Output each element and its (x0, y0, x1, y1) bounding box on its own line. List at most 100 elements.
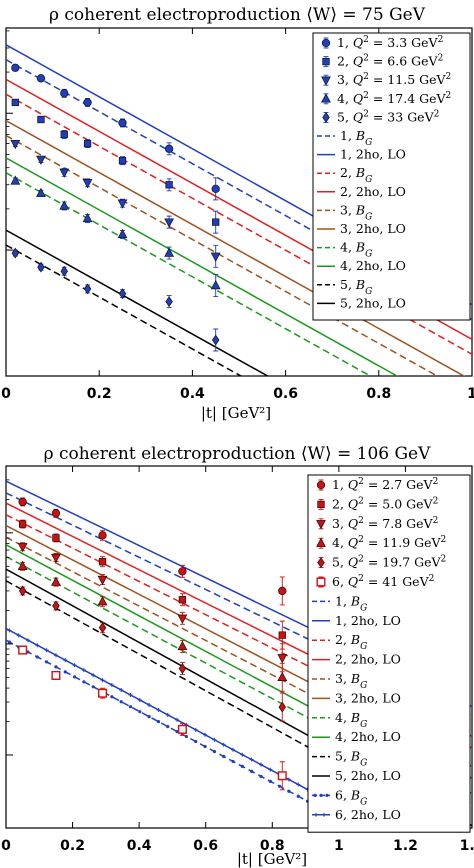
legend-label-series-5: 5, Q2 = 19.7 GeV2 (332, 555, 446, 570)
data-point-series-1 (51, 509, 61, 518)
legend-label-series-1: 1, Q2 = 3.3 GeV2 (337, 35, 443, 50)
legend-label-4-b-g: 4, BG (335, 710, 367, 730)
legend-marker-series-4 (321, 93, 331, 103)
data-point-series-4 (97, 596, 108, 606)
model-line-marker (81, 668, 86, 673)
model-line-marker (165, 712, 170, 717)
data-point-series-3 (36, 155, 46, 165)
data-point-series-3 (277, 654, 288, 664)
model-line-marker (35, 643, 40, 648)
model-line-marker (240, 752, 245, 757)
data-point-series-4 (117, 228, 128, 239)
data-point-series-3 (17, 543, 28, 553)
legend-line-marker (313, 793, 317, 798)
legend-label-series-5: 5, Q2 = 33 GeV2 (337, 109, 439, 124)
panel-2-legend: 1, Q2 = 2.7 GeV2 2, Q2 = 5.0 GeV2 3, Q2 = … (307, 474, 471, 833)
legend-label-5-2ho-lo: 5, 2ho, LO (335, 768, 401, 783)
model-line-marker (25, 638, 30, 643)
legend-label-4-2ho-lo: 4, 2ho, LO (340, 258, 406, 273)
panel-1-title: ρ coherent electroproduction ⟨W⟩ = 75 Ge… (49, 5, 426, 25)
data-point-series-1 (83, 98, 92, 107)
model-line-5-2ho-lo (6, 229, 270, 376)
data-point-series-2 (98, 558, 107, 566)
legend-marker-series-1 (316, 480, 326, 490)
legend-label-5-2ho-lo: 5, 2ho, LO (340, 295, 406, 310)
data-point-series-2 (37, 115, 45, 124)
data-point-series-2 (118, 157, 127, 165)
panel-2: ρ coherent electroproduction ⟨W⟩ = 106 G… (1, 444, 474, 868)
data-point-series-3 (51, 553, 61, 564)
data-point-series-2 (18, 520, 27, 528)
x-tick-label: 0.2 (60, 838, 85, 854)
model-line-marker (128, 693, 133, 697)
model-line-marker (389, 832, 393, 836)
legend-label-2-2ho-lo: 2, 2ho, LO (340, 184, 406, 199)
x-tick-label: 0.2 (87, 386, 112, 402)
legend-label-1-2ho-lo: 1, 2ho, LO (340, 147, 406, 162)
data-point-series-1 (36, 74, 46, 83)
data-point-series-1 (178, 567, 187, 576)
data-point-series-4 (210, 280, 221, 290)
model-line-marker (212, 749, 216, 754)
model-line-marker (296, 782, 301, 787)
data-point-series-1 (278, 586, 287, 596)
x-tick-label: 1 (467, 386, 474, 402)
data-point-series-5 (165, 296, 173, 307)
data-point-series-2 (178, 596, 187, 604)
x-tick-label: 1.4 (460, 838, 474, 854)
model-line-marker (259, 774, 263, 778)
data-point-series-4 (277, 671, 288, 681)
data-point-series-3 (164, 218, 174, 228)
data-point-series-4 (17, 560, 28, 570)
model-line-marker (72, 663, 77, 668)
x-tick-label: 0.4 (180, 386, 205, 402)
data-point-series-5 (211, 334, 220, 346)
model-line-marker (91, 685, 95, 689)
legend-line-marker (314, 812, 318, 817)
data-point-series-4 (36, 187, 46, 197)
data-point-series-6 (177, 724, 187, 734)
model-line-marker (16, 633, 21, 638)
data-point-series-5 (52, 600, 60, 612)
legend-label-3-2ho-lo: 3, 2ho, LO (340, 221, 406, 236)
x-tick-label: 0 (1, 838, 11, 854)
model-line-marker (250, 769, 254, 773)
panel-1-frame (5, 27, 473, 377)
model-line-marker (268, 767, 273, 772)
model-line-5-b-g (6, 244, 243, 376)
data-point-series-5 (18, 585, 27, 597)
data-point-series-5 (11, 247, 20, 259)
data-point-series-6 (277, 771, 287, 781)
data-point-series-2 (52, 534, 60, 542)
model-line-marker (408, 854, 411, 857)
model-line-marker (53, 653, 58, 658)
x-tick-label: 0.6 (273, 386, 298, 402)
legend-line-marker (322, 812, 326, 817)
model-line-marker (119, 700, 123, 704)
model-line-marker (371, 834, 374, 837)
model-line-marker (296, 794, 300, 798)
legend-marker-series-4 (316, 537, 326, 547)
model-line-marker (231, 759, 235, 764)
data-point-series-1 (11, 63, 20, 72)
model-line-marker (156, 707, 161, 712)
model-line-marker (156, 720, 161, 724)
panel-1-x-ticks: 0 0.2 0.4 0.6 0.8 1 (1, 28, 474, 402)
legend-label-5-b-g: 5, BG (340, 277, 372, 297)
legend-label-3-b-g: 3, BG (335, 671, 367, 691)
legend-box (312, 32, 471, 321)
panel-2-x-ticks: 0 0.2 0.4 0.6 0.8 1 1.2 1.4 (1, 465, 474, 854)
data-point-series-5 (98, 622, 107, 634)
model-line-3-b-g (6, 134, 439, 376)
data-point-series-6 (98, 688, 108, 698)
model-line-marker (63, 658, 68, 663)
x-tick-label: 0.4 (127, 838, 152, 854)
data-point-series-6 (18, 645, 28, 655)
model-line-marker (249, 757, 254, 762)
panel-2-xlabel: |t| [GeV²] (237, 850, 307, 868)
data-point-series-5 (37, 261, 45, 273)
model-line-4-b-g (6, 172, 372, 376)
legend-marker-series-3 (316, 520, 326, 530)
model-line-marker (417, 847, 421, 851)
